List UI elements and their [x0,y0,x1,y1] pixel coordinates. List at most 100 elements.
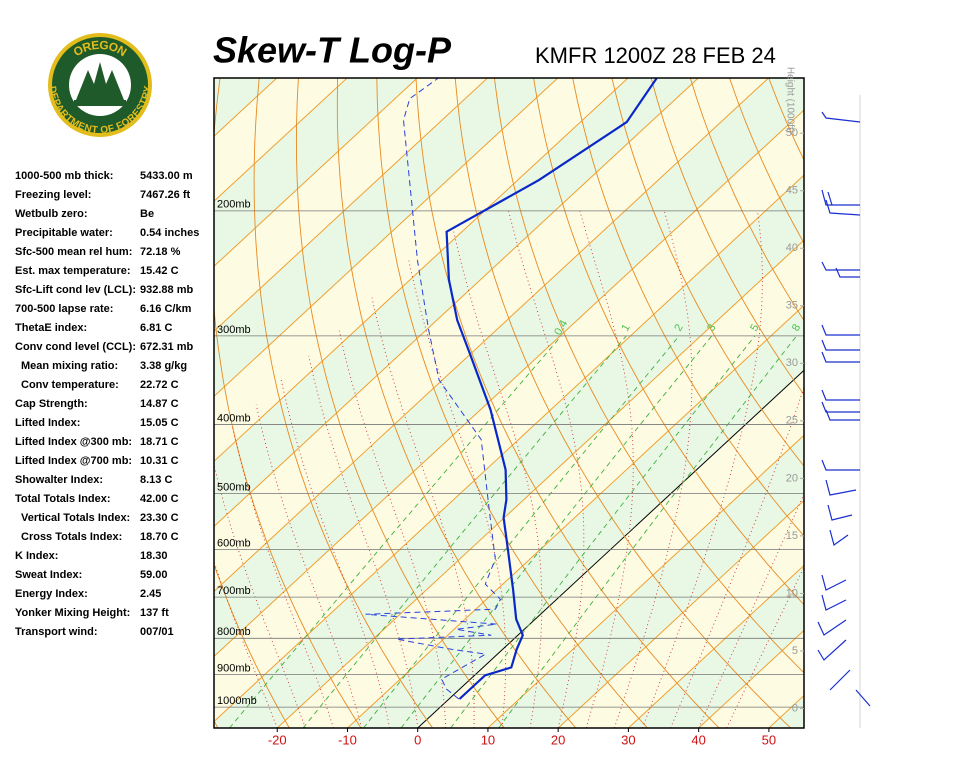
logo-ground [74,100,126,106]
y-tick-label: 900mb [217,663,251,675]
isotherm-band [214,78,804,657]
dry-adiabat [925,78,960,728]
stat-value: 42.00 C [140,493,179,505]
stat-value: 3.38 g/kg [140,360,187,372]
stat-label: Sfc-Lift cond lev (LCL): [15,284,136,296]
stat-label: 1000-500 mb thick: [15,170,113,182]
stat-value: 59.00 [140,569,168,581]
stat-value: 672.31 mb [140,341,193,353]
isotherm [214,78,769,593]
stat-label: Precipitable water: [15,227,113,239]
mixing-ratio-label: 5 [748,322,761,333]
stat-value: 72.18 % [140,246,181,258]
y-tick-label: 700mb [217,585,251,597]
stat-label: Lifted Index @700 mb: [15,455,132,467]
stat-label: Showalter Index: [15,474,103,486]
barb [821,389,860,421]
y-tick-label: 400mb [217,412,251,424]
mixing-ratio-line [498,335,797,728]
barb [821,261,860,278]
x-tick-label: -20 [268,732,287,747]
stat-value: 2.45 [140,588,161,600]
stat-value: 0.54 inches [140,227,199,239]
y2-tick-label: 45 [786,185,798,197]
isotherm [276,239,804,728]
plot-foreground [365,78,658,700]
mixing-ratio-label: 3 [705,322,718,333]
stat-value: 18.30 [140,550,168,562]
x-tick-label: 30 [621,732,635,747]
plot-frame [213,77,805,729]
isotherm [214,78,559,398]
moist-adiabat [255,404,362,728]
wind-barbs [817,95,871,728]
logo-top-path: OREGON [71,38,129,59]
isotherm [214,78,699,528]
moist-adiabat [698,492,804,728]
stat-label: Yonker Mixing Height: [15,607,130,619]
stat-value: 932.88 mb [140,284,193,296]
stat-value: 007/01 [140,626,174,638]
stat-value: 7467.26 ft [140,189,190,201]
mixing-ratio-label: 1 [619,322,632,333]
stat-value: 6.16 C/km [140,303,192,315]
isotherm-band [214,175,804,728]
y-tick-label: 300mb [217,324,251,336]
barb [821,111,861,123]
dry-adiabat [214,563,290,728]
mixing-ratio-line [229,335,562,728]
stat-label: Freezing level: [15,189,91,201]
stat-value: 10.31 C [140,455,179,467]
moist-adiabat [670,385,804,728]
y-tick-label: 1000mb [217,695,257,707]
mixing-ratio-line [400,335,713,728]
y2-tick-label: 10 [786,587,798,599]
logo: OREGON DEPARTMENT OF FORESTRY [46,33,154,137]
stat-label: Lifted Index: [15,417,80,429]
barb [821,324,860,363]
stat-value: 14.87 C [140,398,179,410]
y2-tick-label: 35 [786,300,798,312]
stat-value: 23.30 C [140,512,179,524]
stat-label: ThetaE index: [15,322,87,334]
barb [821,459,860,546]
stat-value: 137 ft [140,607,169,619]
y-tick-label: 800mb [217,626,251,638]
stat-label: Vertical Totals Index: [21,512,130,524]
y2-tick-label: 40 [786,242,798,254]
y2-tick-label: 30 [786,357,798,369]
stat-label: Lifted Index @300 mb: [15,436,132,448]
y2-tick-label: 50 [786,127,798,139]
dry-adiabat [611,78,804,467]
isotherm [839,78,960,728]
moist-adiabat [613,210,693,728]
stat-label: Sfc-500 mean rel hum: [15,246,132,258]
stat-value: Be [140,208,154,220]
dry-adiabat [572,78,804,537]
isotherm [214,78,629,463]
stat-label: Energy Index: [15,588,88,600]
isotherm-band [214,110,804,722]
mixing-ratio-line [450,335,756,728]
y2-tick-label: 20 [786,472,798,484]
isotherm [347,304,804,728]
x-tick-label: -10 [338,732,357,747]
chart-title: Skew-T Log-P [213,30,452,71]
moist-adiabat [642,210,763,728]
stat-value: 18.71 C [140,436,179,448]
chart-subtitle: KMFR 1200Z 28 FEB 24 [535,43,776,68]
mixing-ratio-label: 8 [790,322,803,333]
isotherm [487,434,804,728]
moist-adiabat [338,330,447,728]
x-tick-label: 40 [691,732,705,747]
dry-adiabat [650,78,804,396]
isotherm [557,499,804,728]
x-tick-label: 0 [414,732,421,747]
isotherm [417,369,804,728]
y2-tick-label: 15 [786,530,798,542]
y-tick-label: 600mb [217,538,251,550]
y2-tick-label: 25 [786,415,798,427]
dewpoint-line [365,78,502,700]
mixing-ratio-line [302,335,627,728]
